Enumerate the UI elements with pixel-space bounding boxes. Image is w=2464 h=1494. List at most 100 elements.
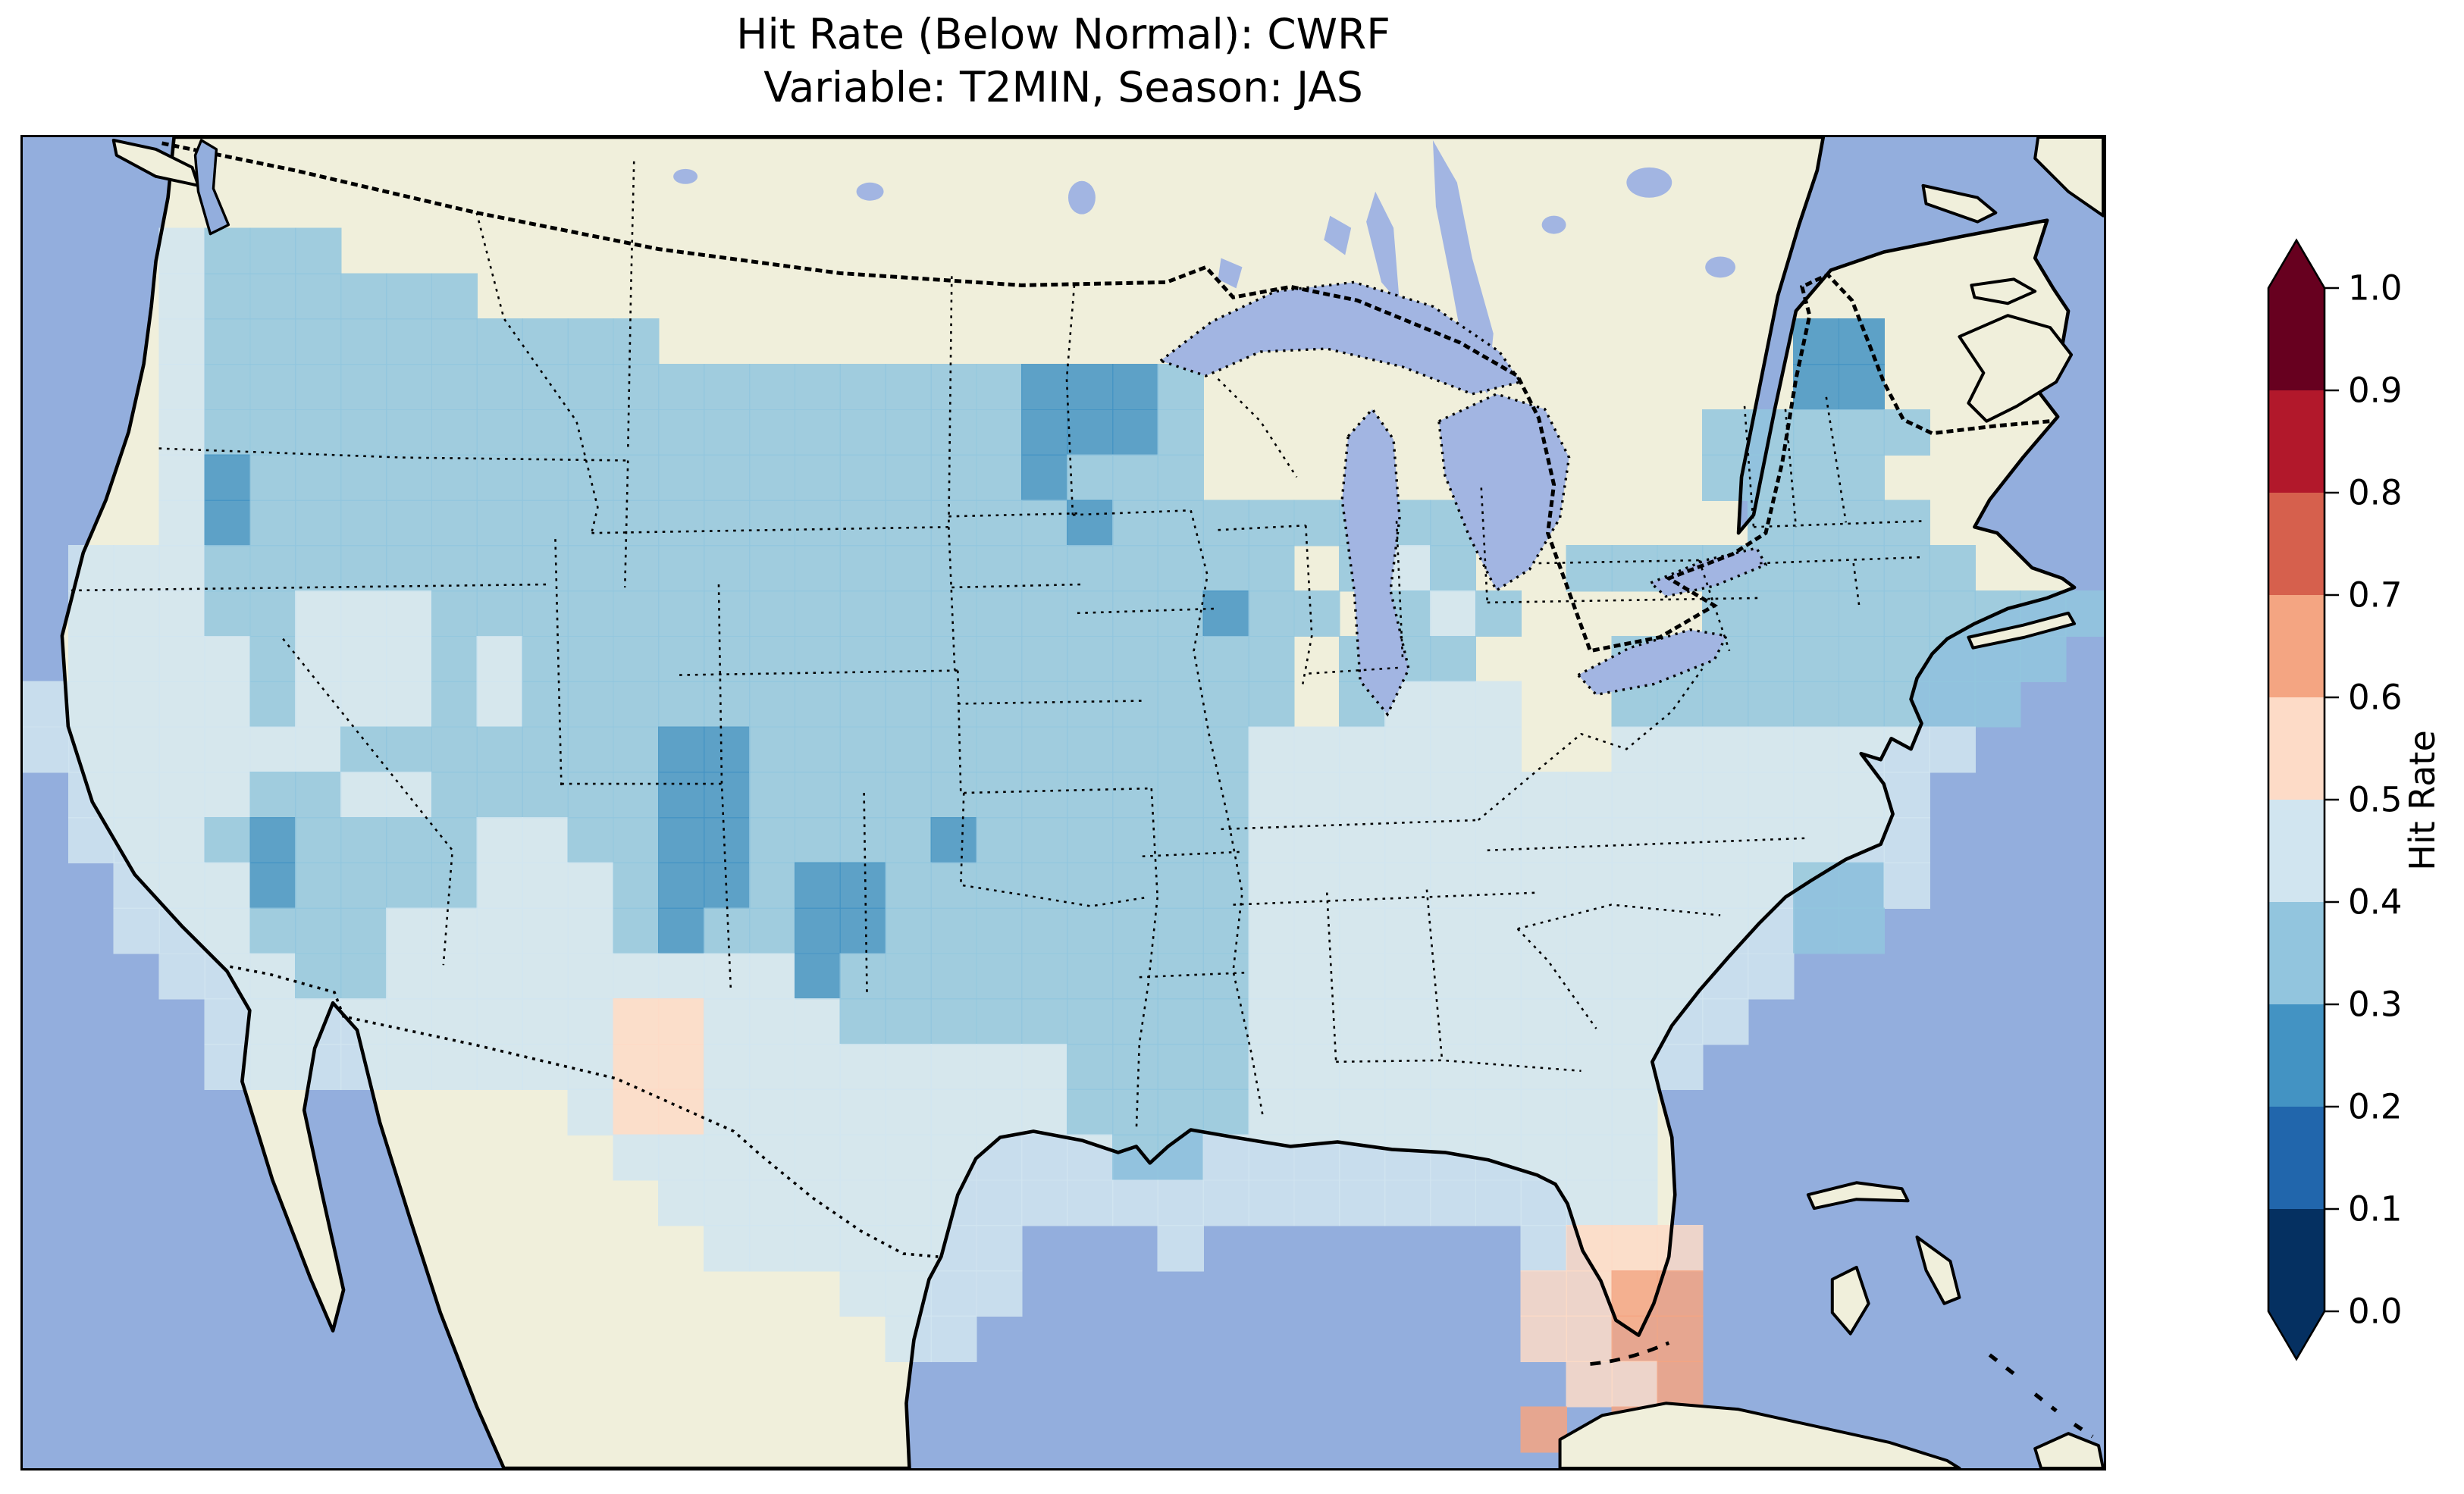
hit-rate-cell (1566, 1134, 1613, 1181)
hit-rate-cell (1157, 590, 1204, 637)
colorbar-bin (2268, 697, 2324, 800)
colorbar-tick-value: 0.1 (2348, 1189, 2403, 1229)
hit-rate-cell (1066, 1088, 1114, 1135)
hit-rate-cell (1520, 772, 1567, 819)
hit-rate-cell (930, 409, 977, 456)
hit-rate-cell (67, 590, 115, 637)
lake-huron (1437, 393, 1571, 593)
hit-rate-cell (1066, 726, 1114, 773)
colorbar-over-arrow (2268, 240, 2324, 288)
hit-rate-cell (249, 545, 296, 592)
hit-rate-cell (1021, 953, 1068, 1000)
hit-rate-cell (794, 1088, 842, 1135)
hit-rate-cell (976, 1134, 1023, 1181)
hit-rate-cell (1202, 1179, 1249, 1226)
hit-rate-cell (885, 726, 932, 773)
hit-rate-cell (431, 363, 478, 411)
hit-rate-cell (748, 590, 796, 637)
hit-rate-cell (704, 545, 751, 592)
colorbar-under-arrow (2268, 1311, 2324, 1359)
hit-rate-cell (1611, 816, 1658, 864)
colorbar-bin (2268, 1107, 2324, 1210)
hit-rate-cell (249, 1043, 296, 1091)
hit-rate-cell (1748, 635, 1795, 682)
hit-rate-cell (385, 318, 433, 365)
hit-rate-cell (1066, 545, 1114, 592)
hit-rate-cell (204, 907, 251, 954)
hit-rate-cell (1384, 1088, 1431, 1135)
hit-rate-cell (794, 500, 842, 547)
hit-rate-cell (1157, 862, 1204, 909)
hit-rate-cell (704, 1088, 751, 1135)
hit-rate-cell (67, 681, 115, 728)
hit-rate-cell (794, 454, 842, 501)
hit-rate-cell (1475, 1179, 1522, 1226)
hit-rate-cell (1657, 862, 1704, 909)
hit-rate-cell (613, 907, 660, 954)
hit-rate-cell (158, 907, 205, 954)
hit-rate-cell (1021, 772, 1068, 819)
hit-rate-cell (340, 273, 387, 320)
hit-rate-cell (1021, 1134, 1068, 1181)
hit-rate-cell (431, 409, 478, 456)
hit-rate-cell (1838, 772, 1886, 819)
hit-rate-cell (839, 772, 886, 819)
hit-rate-cell (1611, 1043, 1658, 1091)
hit-rate-cell (839, 635, 886, 682)
hit-rate-cell (1475, 953, 1522, 1000)
hit-rate-cell (1838, 907, 1886, 954)
hit-rate-cell (522, 907, 569, 954)
hit-rate-cell (1475, 862, 1522, 909)
hit-rate-cell (748, 1179, 796, 1226)
hit-rate-cell (1748, 726, 1795, 773)
hit-rate-cell (1429, 726, 1477, 773)
hit-rate-cell (1202, 953, 1249, 1000)
hit-rate-cell (1021, 862, 1068, 909)
hit-rate-cell (658, 907, 705, 954)
hit-rate-cell (1611, 907, 1658, 954)
hit-rate-cell (1021, 454, 1068, 501)
hit-rate-cell (748, 998, 796, 1045)
hit-rate-cell (1657, 726, 1704, 773)
hit-rate-cell (1929, 590, 1976, 637)
hit-rate-cell (1248, 681, 1295, 728)
hit-rate-cell (1066, 862, 1114, 909)
hit-rate-cell (885, 1315, 932, 1362)
hit-rate-cell (1566, 907, 1613, 954)
hit-rate-cell (1657, 1225, 1704, 1272)
hit-rate-cell (748, 1043, 796, 1091)
hit-rate-cell (658, 772, 705, 819)
hit-rate-cell (704, 953, 751, 1000)
hit-rate-cell (1657, 1361, 1704, 1408)
hit-rate-cell (1475, 1043, 1522, 1091)
hit-rate-cell (1293, 998, 1340, 1045)
hit-rate-cell (839, 1088, 886, 1135)
hit-rate-cell (1702, 409, 1749, 456)
hit-rate-cell (1111, 1088, 1159, 1135)
hit-rate-cell (1066, 635, 1114, 682)
hit-rate-cell (930, 907, 977, 954)
hit-rate-cell (1202, 635, 1249, 682)
hit-rate-cell (1157, 772, 1204, 819)
hit-rate-cell (567, 363, 614, 411)
hit-rate-cell (1384, 726, 1431, 773)
hit-rate-cell (158, 726, 205, 773)
hit-rate-cell (204, 409, 251, 456)
hit-rate-cell (340, 545, 387, 592)
hit-rate-cell (748, 1225, 796, 1272)
hit-rate-cell (1066, 500, 1114, 547)
hit-rate-cell (1157, 500, 1204, 547)
hit-rate-cell (976, 635, 1023, 682)
hit-rate-cell (1339, 862, 1386, 909)
hit-rate-cell (1520, 862, 1567, 909)
hit-rate-cell (704, 681, 751, 728)
hit-rate-cell (1611, 1179, 1658, 1226)
hit-rate-cell (431, 681, 478, 728)
colorbar-bin (2268, 288, 2324, 391)
hit-rate-cell (249, 318, 296, 365)
hit-rate-cell (1566, 545, 1613, 592)
hit-rate-cell (1384, 907, 1431, 954)
hit-rate-cell (976, 545, 1023, 592)
hit-rate-cell (1748, 590, 1795, 637)
hit-rate-cell (1566, 1315, 1613, 1362)
